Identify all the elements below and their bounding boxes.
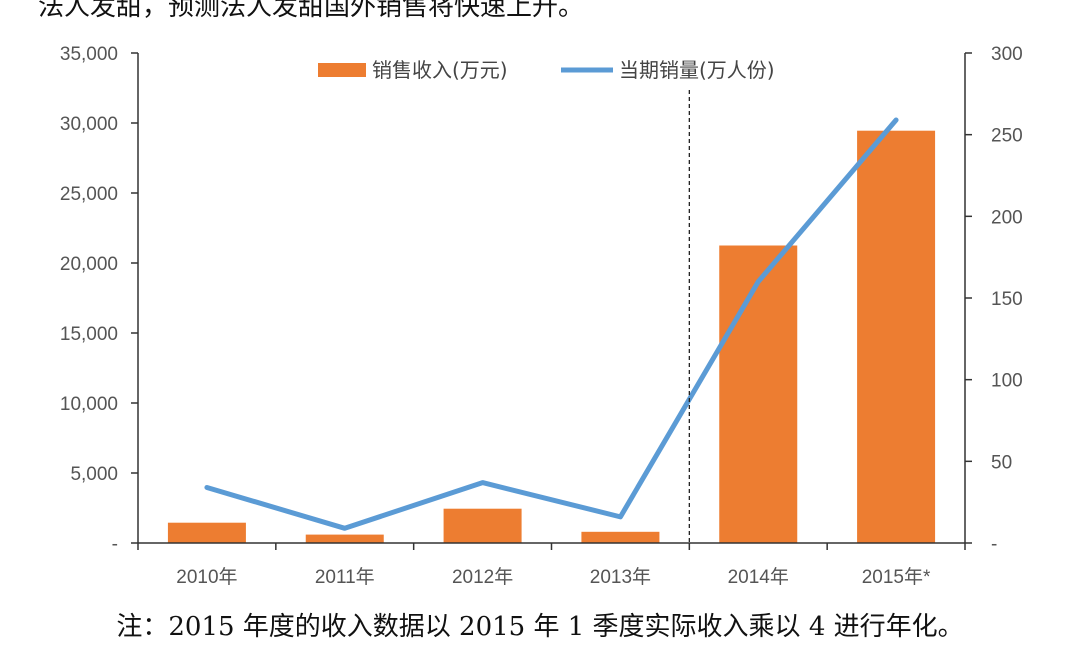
- line-point-4: [757, 281, 759, 283]
- y-left-tick-label: 5,000: [70, 464, 118, 485]
- y-left-tick-label: 15,000: [60, 324, 118, 345]
- line-point-3: [619, 516, 621, 518]
- y-left-tick-label: -: [112, 534, 118, 555]
- x-tick-label: 2012年: [452, 566, 513, 588]
- line-point-2: [482, 482, 484, 484]
- bar-series: [167, 130, 936, 543]
- x-tick-label: 2011年: [315, 566, 375, 588]
- legend-label-bar: 销售收入(万元): [372, 58, 508, 82]
- legend-label-line: 当期销量(万人份): [619, 58, 775, 82]
- legend-swatch-bar: [318, 63, 366, 77]
- y-left-tick-label: 10,000: [60, 394, 118, 415]
- line-point-1: [344, 527, 346, 529]
- combo-chart: - 5,000 10,000 15,000 20,000 25,000 30,000 35,0…: [60, 44, 1023, 588]
- y-left-tick-label: 30,000: [60, 114, 118, 135]
- bar-2: [443, 508, 522, 543]
- x-tick-label: 2010年: [176, 566, 237, 588]
- y-right-tick-label: -: [991, 534, 997, 555]
- y-left-tick-label: 20,000: [60, 254, 118, 275]
- y-right-tick-label: 200: [991, 207, 1023, 228]
- bar-4: [719, 245, 798, 543]
- line-path: [204, 117, 899, 531]
- line-point-5: [895, 119, 897, 121]
- bar-0: [167, 522, 246, 543]
- x-tick-label: 2013年: [590, 566, 651, 588]
- x-tick-label: 2014年: [728, 566, 789, 588]
- y-right-tick-label: 100: [991, 371, 1023, 392]
- bar-1: [305, 534, 384, 543]
- line-series: [204, 117, 899, 531]
- y-right-tick-label: 50: [991, 452, 1012, 473]
- line-point-0: [206, 486, 208, 488]
- y-left-tick-label: 35,000: [60, 44, 118, 65]
- bar-3: [581, 531, 660, 543]
- y-left-tick-label: 25,000: [60, 184, 118, 205]
- y-right-tick-label: 150: [991, 289, 1023, 310]
- bar-5: [857, 130, 936, 543]
- x-tick-label: 2015年*: [862, 566, 931, 588]
- chart-axes: - 5,000 10,000 15,000 20,000 25,000 30,000 35,0…: [60, 44, 1023, 588]
- chart-legend: 销售收入(万元) 当期销量(万人份): [318, 58, 775, 82]
- header-text: 法人发甜，预测法人发甜国外销售将快速上升。: [38, 0, 585, 22]
- footnote: 注：2015 年度的收入数据以 2015 年 1 季度实际收入乘以 4 进行年化…: [116, 612, 964, 642]
- y-right-tick-label: 250: [991, 126, 1023, 147]
- y-right-tick-label: 300: [991, 44, 1023, 65]
